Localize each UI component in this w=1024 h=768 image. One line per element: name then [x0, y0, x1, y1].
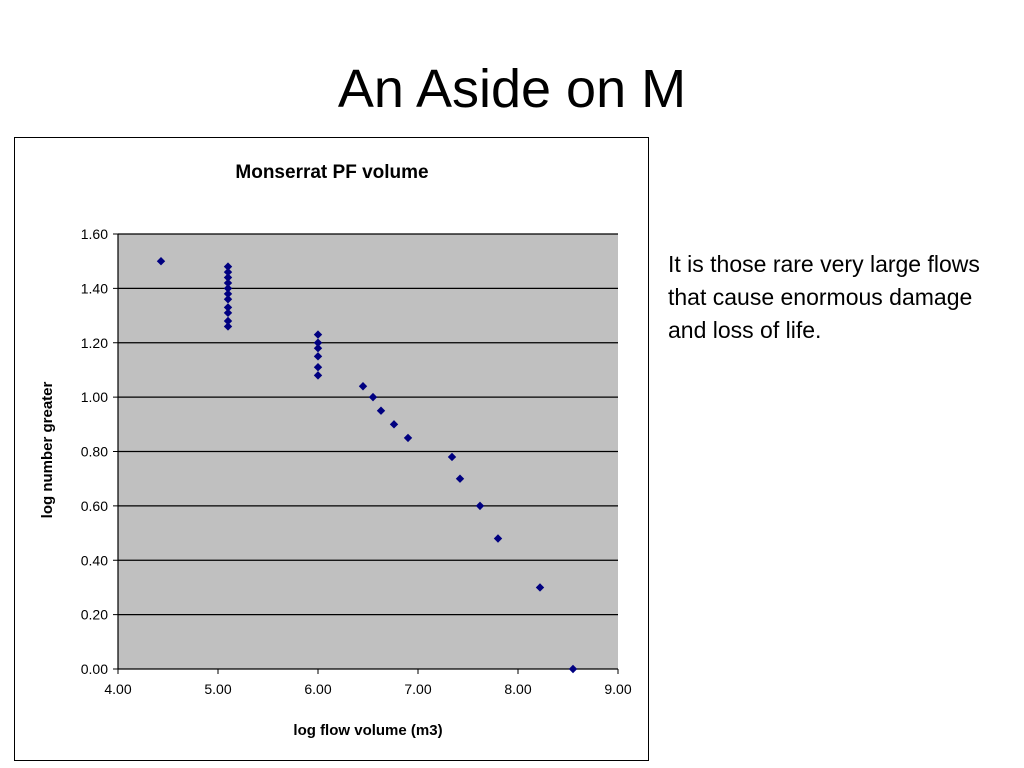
data-point: [223, 289, 233, 299]
y-tick-label: 0.80: [81, 444, 108, 460]
slide-body-text: It is those rare very large flows that c…: [668, 251, 980, 343]
y-tick-label: 1.20: [81, 335, 108, 351]
data-point: [568, 664, 578, 674]
data-point: [313, 330, 323, 339]
data-point: [313, 343, 323, 353]
y-axis-label: log number greater: [39, 381, 56, 518]
tick-labels: 0.00 0.20 0.40 0.60 0.80 1.00 1.20 1.40 1.60 4.00…: [81, 226, 632, 697]
data-point: [535, 583, 545, 592]
y-tick-label: 1.40: [81, 280, 108, 296]
data-point: [223, 303, 233, 312]
data-point: [223, 267, 233, 277]
data-point: [455, 474, 465, 483]
y-tick-label: 1.60: [81, 226, 108, 242]
gridlines: [118, 233, 618, 616]
data-point: [223, 316, 233, 326]
data-point: [403, 433, 413, 443]
y-tick-label: 0.40: [81, 552, 108, 568]
data-point: [358, 382, 368, 391]
y-tick-label: 0.00: [81, 661, 108, 677]
data-point: [368, 392, 378, 402]
data-point: [475, 501, 485, 511]
data-point: [313, 352, 323, 361]
chart-title: Monserrat PF volume: [235, 162, 428, 183]
y-tick-label: 0.20: [81, 607, 108, 623]
y-tick-label: 0.60: [81, 498, 108, 514]
x-tick-label: 7.00: [404, 681, 431, 697]
data-point: [313, 338, 323, 347]
data-point: [223, 284, 233, 293]
data-point: [313, 363, 323, 372]
data-point: [223, 278, 233, 288]
data-point: [493, 534, 503, 543]
chart-frame: Monserrat PF volume 0.00 0.20 0.40 0.60 0.80…: [14, 137, 649, 761]
scatter-chart: Monserrat PF volume 0.00 0.20 0.40 0.60 0.80…: [39, 162, 632, 739]
data-point: [223, 295, 233, 304]
data-point: [223, 322, 233, 331]
y-tick-label: 1.00: [81, 389, 108, 405]
x-tick-label: 6.00: [304, 681, 331, 697]
x-tick-label: 8.00: [504, 681, 531, 697]
data-point: [389, 420, 399, 429]
slide-title: An Aside on M: [337, 59, 687, 119]
x-axis-label: log flow volume (m3): [293, 722, 442, 739]
data-point: [447, 452, 457, 462]
x-tick-label: 5.00: [204, 681, 231, 697]
x-tick-label: 9.00: [604, 681, 631, 697]
data-point: [156, 256, 166, 266]
data-point: [313, 371, 323, 380]
axes: [113, 233, 619, 674]
data-point: [223, 262, 233, 271]
data-point: [376, 406, 386, 415]
data-point: [223, 273, 233, 282]
data-points: [156, 256, 578, 674]
x-tick-label: 4.00: [104, 681, 131, 697]
data-point: [223, 308, 233, 318]
